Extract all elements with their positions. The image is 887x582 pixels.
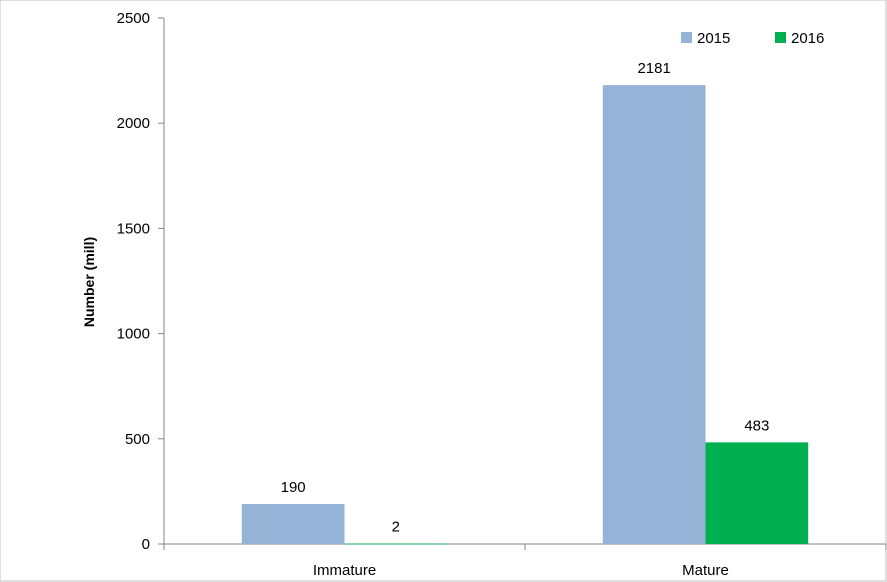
x-tick-label: Mature xyxy=(682,562,729,579)
legend-label: 2016 xyxy=(791,30,824,47)
y-tick-label: 2500 xyxy=(117,10,150,27)
y-tick-label: 0 xyxy=(142,536,150,553)
legend-swatch-2016 xyxy=(775,32,786,43)
y-tick-label: 1500 xyxy=(117,220,150,237)
y-tick-label: 500 xyxy=(125,431,150,448)
data-label: 2 xyxy=(392,519,400,536)
data-label: 190 xyxy=(281,479,306,496)
y-tick-label: 2000 xyxy=(117,115,150,132)
legend-label: 2015 xyxy=(697,30,730,47)
bar-2015-immature xyxy=(241,504,345,544)
bar-2016-immature xyxy=(344,543,448,545)
data-label: 483 xyxy=(744,417,769,434)
y-axis: 0 500 1000 1500 2000 2500 xyxy=(117,10,165,553)
data-labels: 190 2 2181 483 xyxy=(281,60,770,535)
bar-2016-mature xyxy=(705,442,809,544)
x-tick-label: Immature xyxy=(313,562,376,579)
legend-swatch-2015 xyxy=(681,32,692,43)
bars xyxy=(241,85,809,545)
y-axis-title: Number (mill) xyxy=(81,237,97,327)
legend: 2015 2016 xyxy=(681,30,824,47)
y-tick-label: 1000 xyxy=(117,326,150,343)
data-label: 2181 xyxy=(637,60,670,77)
bar-2015-mature xyxy=(602,85,706,544)
